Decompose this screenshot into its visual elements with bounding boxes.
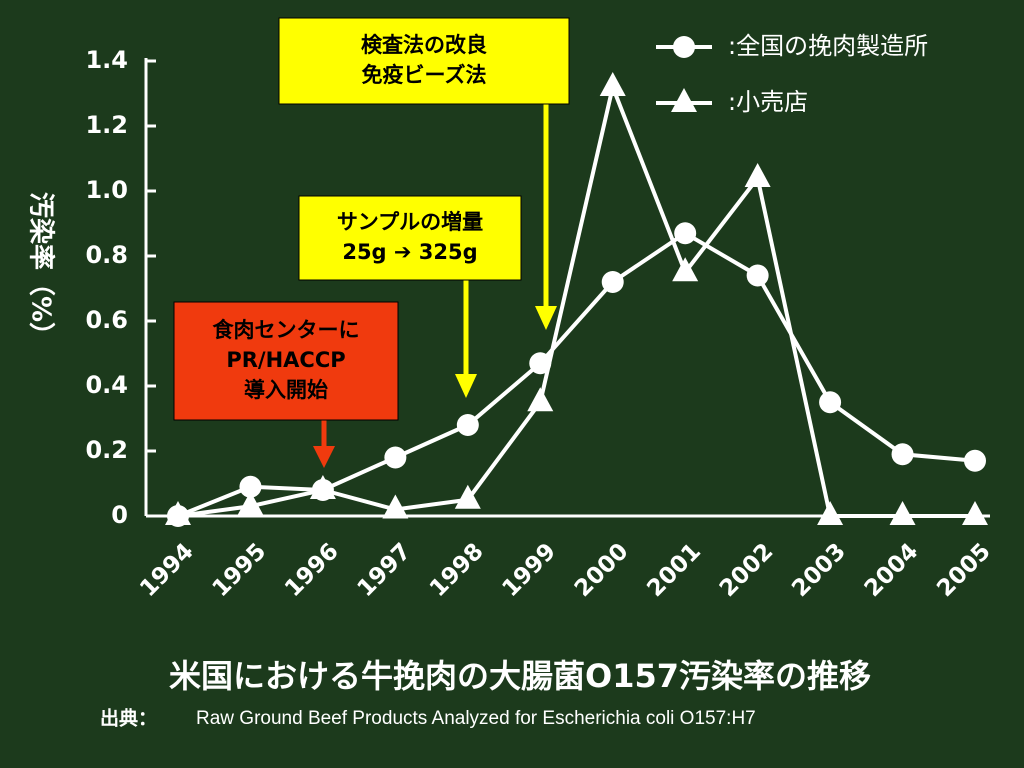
x-tick-label: 2003: [787, 538, 851, 602]
y-tick-label: 0: [111, 501, 128, 529]
point: [962, 501, 988, 525]
point: [599, 72, 626, 96]
point: [384, 446, 407, 469]
arrow-head: [313, 446, 335, 468]
legend-label: :全国の挽肉製造所: [728, 32, 928, 60]
point: [817, 501, 844, 525]
point: [672, 257, 699, 282]
source-label: 出典：: [100, 707, 157, 730]
point: [891, 443, 914, 466]
y-tick-label: 1.2: [85, 111, 128, 139]
series-line: [177, 230, 976, 518]
annotation-text: 食肉センターに: [213, 318, 360, 342]
annotation-text: 25g ➔ 325g: [342, 240, 477, 264]
point: [165, 501, 191, 525]
point: [454, 484, 481, 509]
x-tick-label: 2002: [715, 538, 779, 602]
point: [239, 475, 262, 498]
point: [309, 475, 336, 499]
x-tick-label: 1994: [135, 538, 199, 602]
point: [529, 352, 552, 375]
y-tick-label: 0.2: [85, 436, 128, 464]
y-axis-label: 汚染率（%）: [26, 192, 57, 348]
point: [819, 391, 842, 414]
point: [673, 36, 695, 58]
x-tick-label: 2001: [642, 538, 706, 602]
point: [456, 414, 479, 436]
annotation-text: PR/HACCP: [226, 348, 345, 372]
x-tick-label: 1998: [425, 538, 489, 602]
arrow-head: [535, 306, 557, 330]
y-tick-label: 0.6: [85, 306, 128, 334]
point: [671, 88, 697, 112]
x-tick-label: 1999: [497, 538, 561, 602]
annotation-box: [278, 17, 570, 105]
series-line: [177, 80, 975, 518]
point: [889, 501, 916, 525]
annotation-text: サンプルの増量: [337, 210, 483, 234]
arrow-head: [455, 374, 477, 398]
x-tick-label: 2004: [860, 538, 924, 602]
y-tick-label: 1.4: [85, 46, 128, 74]
y-tick-label: 0.4: [85, 371, 128, 399]
legend-label: :小売店: [728, 88, 808, 116]
point: [964, 449, 986, 472]
y-tick-label: 1.0: [85, 176, 128, 204]
annotation-box: [298, 195, 522, 281]
annotation-text: 検査法の改良: [361, 33, 487, 57]
chart-title: 米国における牛挽肉の大腸菌O157汚染率の推移: [169, 657, 871, 695]
x-tick-label: 2005: [932, 538, 996, 602]
source: Raw Ground Beef Products Analyzed for Es…: [196, 708, 756, 729]
x-tick-label: 1997: [353, 538, 417, 602]
point: [746, 264, 769, 287]
point: [674, 222, 697, 245]
x-tick-label: 1996: [280, 538, 344, 602]
y-tick-label: 0.8: [85, 241, 128, 269]
annotation-text: 免疫ビーズ法: [362, 63, 487, 87]
point: [237, 491, 264, 516]
point: [527, 387, 554, 412]
x-tick-label: 1995: [208, 538, 272, 602]
x-tick-label: 2000: [570, 538, 634, 602]
annotation-text: 導入開始: [244, 378, 328, 402]
point: [601, 271, 624, 293]
point: [744, 163, 771, 187]
point: [382, 494, 409, 519]
annotation-box: [173, 301, 399, 421]
